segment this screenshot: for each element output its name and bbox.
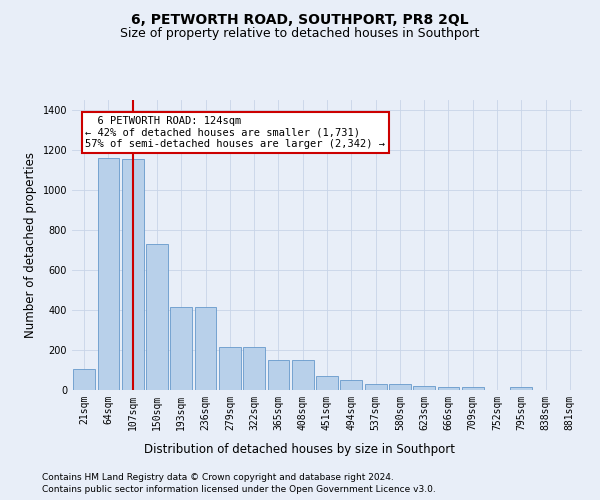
Bar xyxy=(268,360,289,390)
Text: Contains public sector information licensed under the Open Government Licence v3: Contains public sector information licen… xyxy=(42,485,436,494)
Text: Contains HM Land Registry data © Crown copyright and database right 2024.: Contains HM Land Registry data © Crown c… xyxy=(42,472,394,482)
Bar xyxy=(316,376,338,390)
Bar xyxy=(462,387,484,390)
Bar xyxy=(170,307,192,390)
Bar xyxy=(292,360,314,390)
Text: 6, PETWORTH ROAD, SOUTHPORT, PR8 2QL: 6, PETWORTH ROAD, SOUTHPORT, PR8 2QL xyxy=(131,12,469,26)
Bar xyxy=(194,307,217,390)
Bar xyxy=(340,380,362,390)
Bar xyxy=(146,244,168,390)
Text: Distribution of detached houses by size in Southport: Distribution of detached houses by size … xyxy=(145,442,455,456)
Bar xyxy=(97,158,119,390)
Y-axis label: Number of detached properties: Number of detached properties xyxy=(24,152,37,338)
Bar xyxy=(413,386,435,390)
Bar xyxy=(437,387,460,390)
Bar xyxy=(365,384,386,390)
Bar xyxy=(122,159,143,390)
Text: Size of property relative to detached houses in Southport: Size of property relative to detached ho… xyxy=(121,28,479,40)
Bar xyxy=(389,384,411,390)
Bar xyxy=(511,387,532,390)
Text: 6 PETWORTH ROAD: 124sqm
← 42% of detached houses are smaller (1,731)
57% of semi: 6 PETWORTH ROAD: 124sqm ← 42% of detache… xyxy=(85,116,385,149)
Bar xyxy=(73,369,95,390)
Bar xyxy=(219,347,241,390)
Bar xyxy=(243,347,265,390)
